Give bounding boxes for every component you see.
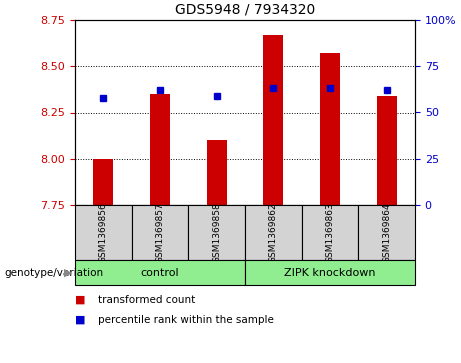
Text: transformed count: transformed count	[98, 295, 195, 305]
Bar	[320, 53, 340, 205]
Text: GSM1369864: GSM1369864	[382, 202, 391, 263]
Bar	[207, 140, 227, 205]
Bar	[377, 96, 396, 205]
Text: GSM1369858: GSM1369858	[212, 202, 221, 263]
Text: GSM1369862: GSM1369862	[269, 202, 278, 263]
Bar	[132, 205, 189, 260]
Bar	[75, 205, 132, 260]
Bar	[358, 205, 415, 260]
Text: GSM1369857: GSM1369857	[155, 202, 165, 263]
Text: percentile rank within the sample: percentile rank within the sample	[98, 315, 274, 325]
Text: genotype/variation: genotype/variation	[5, 268, 104, 277]
Bar	[75, 260, 245, 285]
Bar	[263, 35, 283, 205]
Bar	[150, 94, 170, 205]
Text: GSM1369863: GSM1369863	[325, 202, 335, 263]
Title: GDS5948 / 7934320: GDS5948 / 7934320	[175, 2, 315, 16]
Text: ■: ■	[75, 315, 85, 325]
Bar	[301, 205, 358, 260]
Bar	[245, 205, 301, 260]
Text: ■: ■	[75, 295, 85, 305]
Text: GSM1369856: GSM1369856	[99, 202, 108, 263]
Text: ZIPK knockdown: ZIPK knockdown	[284, 268, 376, 277]
Bar	[189, 205, 245, 260]
Text: ▶: ▶	[64, 268, 72, 277]
Text: control: control	[141, 268, 179, 277]
Bar	[94, 159, 113, 205]
Bar	[245, 260, 415, 285]
